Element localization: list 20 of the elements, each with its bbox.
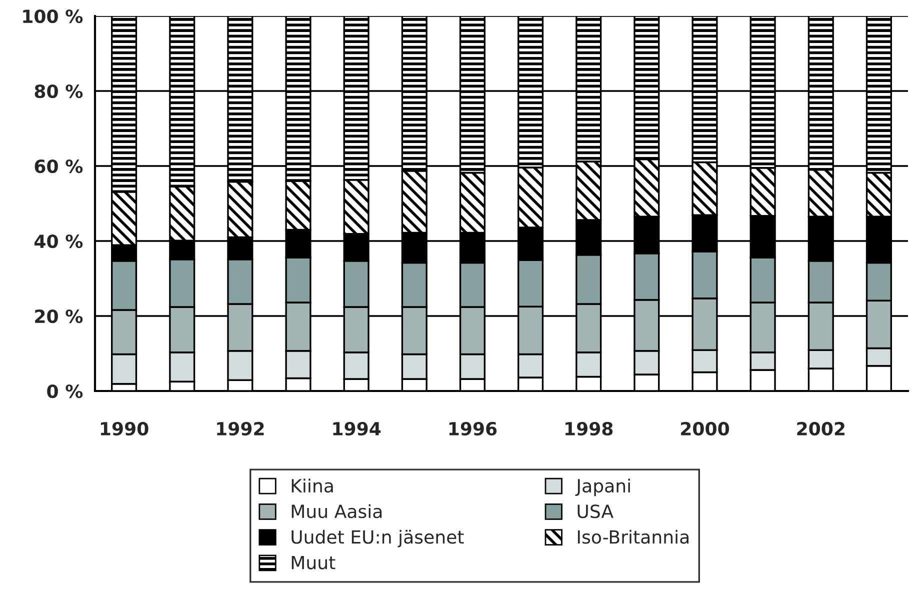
legend-label: Kiina <box>292 478 333 493</box>
x-tick-label: 2002 <box>797 422 844 436</box>
legend-label: Japani <box>575 478 630 496</box>
legend-label: USA <box>578 504 614 518</box>
y-tick-label: 60 % <box>34 159 83 174</box>
x-tick-label: 1998 <box>566 422 613 436</box>
y-tick-label: 0 % <box>47 384 83 398</box>
y-tick-label: 100 % <box>23 9 83 24</box>
legend-label: Uudet EU:n jäsenet <box>292 530 464 548</box>
y-tick-label: 80 % <box>34 84 83 98</box>
legend-label: Iso-Britannia <box>578 530 688 544</box>
x-tick-label: 2000 <box>681 422 730 436</box>
legend-label: Muut <box>292 556 336 570</box>
x-tick-label: 1992 <box>217 422 264 436</box>
y-tick-label: 40 % <box>34 234 83 248</box>
legend-label: Muu Aasia <box>292 504 382 518</box>
x-tick-label: 1996 <box>449 422 497 436</box>
x-tick-label: 1994 <box>333 422 381 436</box>
y-tick-label: 20 % <box>35 309 83 324</box>
x-tick-label: 1990 <box>100 422 148 436</box>
